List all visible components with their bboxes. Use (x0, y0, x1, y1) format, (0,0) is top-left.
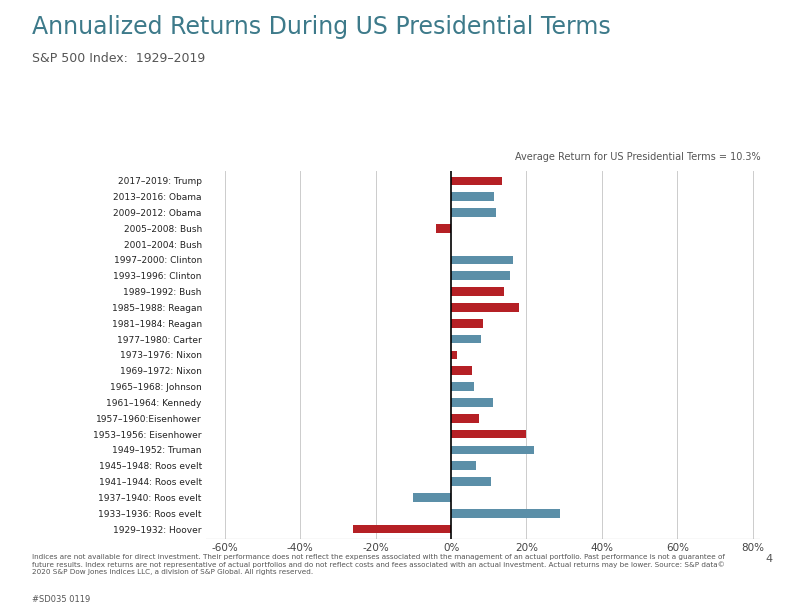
Bar (451, 319, 483, 327)
Text: S&P 500 Index:  1929–2019: S&P 500 Index: 1929–2019 (32, 52, 205, 65)
Bar (451, 477, 491, 486)
Text: Indices are not available for direct investment. Their performance does not refl: Indices are not available for direct inv… (32, 554, 725, 575)
Bar (436, 224, 451, 233)
Bar (451, 272, 509, 280)
Bar (451, 287, 504, 296)
Bar (451, 461, 475, 470)
Bar (451, 509, 561, 518)
Bar (451, 192, 494, 201)
Bar (451, 303, 519, 312)
Bar (451, 398, 493, 407)
Bar (451, 367, 472, 375)
Text: 4: 4 (765, 554, 772, 564)
Bar (451, 430, 527, 438)
Bar (451, 446, 534, 454)
Bar (451, 256, 513, 264)
Bar (451, 176, 502, 185)
Text: Annualized Returns During US Presidential Terms: Annualized Returns During US Presidentia… (32, 15, 611, 39)
Bar (451, 208, 497, 217)
Bar (451, 351, 457, 359)
Bar (451, 335, 482, 343)
Text: Average Return for US Presidential Terms = 10.3%: Average Return for US Presidential Terms… (515, 152, 760, 162)
Bar (353, 524, 451, 534)
Bar (451, 414, 479, 423)
Text: #SD035 0119: #SD035 0119 (32, 595, 90, 604)
Bar (413, 493, 451, 502)
Bar (451, 382, 474, 391)
